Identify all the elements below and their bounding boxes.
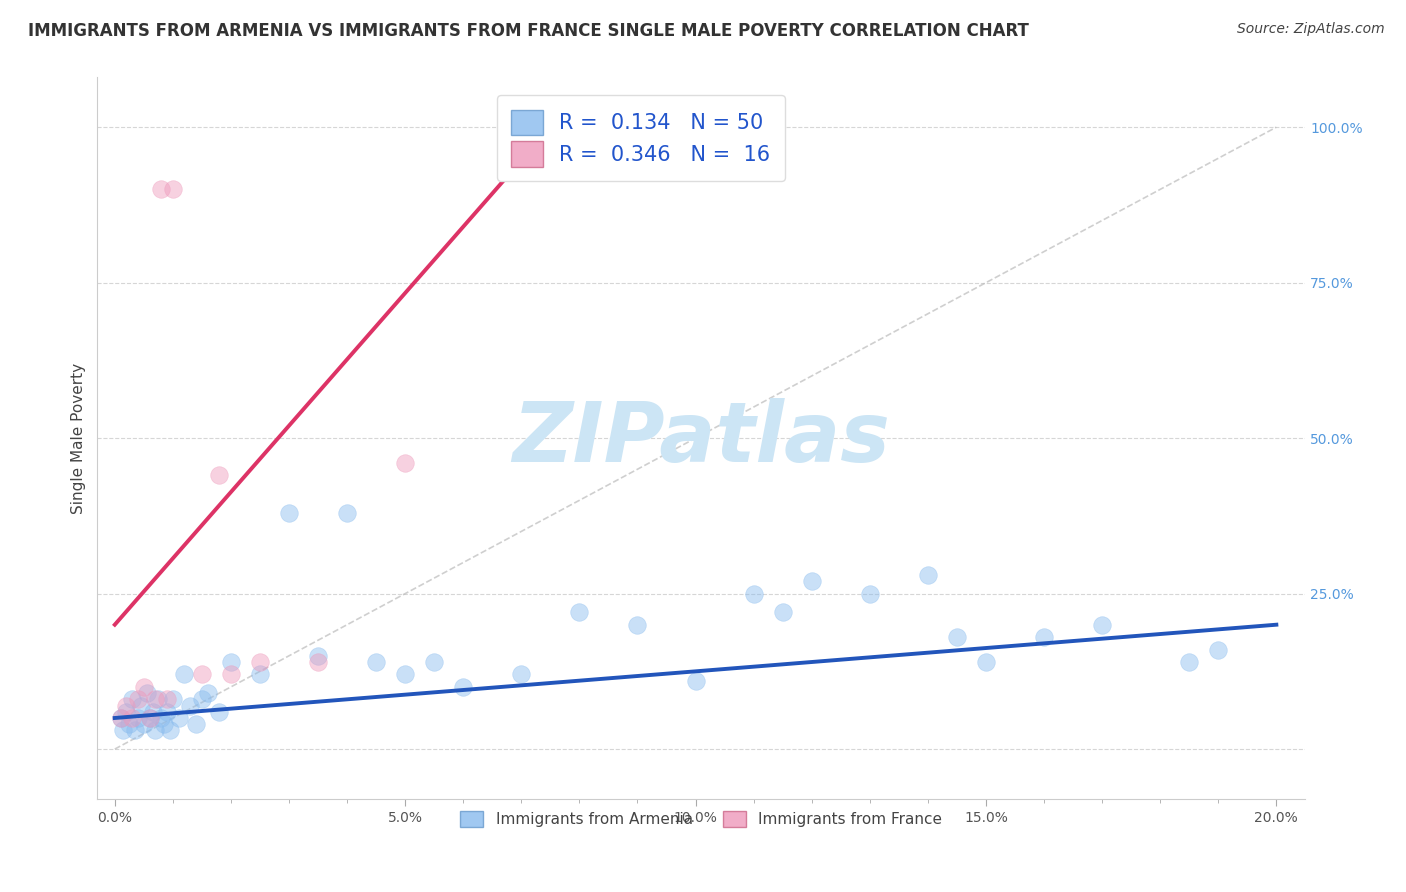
Point <box>278 506 301 520</box>
Point <box>423 655 446 669</box>
Point <box>112 723 135 738</box>
Point <box>685 673 707 688</box>
Point <box>742 586 765 600</box>
Point <box>197 686 219 700</box>
Point <box>118 717 141 731</box>
Point <box>772 605 794 619</box>
Point <box>249 655 271 669</box>
Point <box>121 692 143 706</box>
Point <box>191 692 214 706</box>
Point <box>394 456 416 470</box>
Point <box>138 711 160 725</box>
Point <box>141 705 163 719</box>
Point <box>115 698 138 713</box>
Text: IMMIGRANTS FROM ARMENIA VS IMMIGRANTS FROM FRANCE SINGLE MALE POVERTY CORRELATIO: IMMIGRANTS FROM ARMENIA VS IMMIGRANTS FR… <box>28 22 1029 40</box>
Point <box>974 655 997 669</box>
Point <box>946 630 969 644</box>
Point <box>191 667 214 681</box>
Point <box>859 586 882 600</box>
Point <box>162 692 184 706</box>
Point <box>568 605 591 619</box>
Point <box>510 667 533 681</box>
Point <box>1178 655 1201 669</box>
Point <box>800 574 823 589</box>
Point <box>145 723 167 738</box>
Point <box>249 667 271 681</box>
Point <box>208 705 231 719</box>
Point <box>173 667 195 681</box>
Point <box>132 680 155 694</box>
Point <box>1206 642 1229 657</box>
Legend: Immigrants from Armenia, Immigrants from France: Immigrants from Armenia, Immigrants from… <box>453 803 950 835</box>
Point <box>307 648 329 663</box>
Point <box>153 717 176 731</box>
Point <box>626 617 648 632</box>
Text: ZIPatlas: ZIPatlas <box>512 398 890 479</box>
Point <box>121 711 143 725</box>
Point <box>127 711 149 725</box>
Point <box>1091 617 1114 632</box>
Point <box>451 680 474 694</box>
Y-axis label: Single Male Poverty: Single Male Poverty <box>72 362 86 514</box>
Text: Source: ZipAtlas.com: Source: ZipAtlas.com <box>1237 22 1385 37</box>
Point <box>162 182 184 196</box>
Point <box>150 711 173 725</box>
Point <box>127 692 149 706</box>
Point <box>145 692 167 706</box>
Point <box>135 686 157 700</box>
Point <box>156 692 179 706</box>
Point <box>1033 630 1056 644</box>
Point <box>150 182 173 196</box>
Point <box>110 711 132 725</box>
Point <box>110 711 132 725</box>
Point <box>917 568 939 582</box>
Point <box>132 717 155 731</box>
Point <box>184 717 207 731</box>
Point <box>179 698 201 713</box>
Point <box>138 711 160 725</box>
Point <box>124 723 146 738</box>
Point <box>148 692 170 706</box>
Point <box>167 711 190 725</box>
Point <box>307 655 329 669</box>
Point <box>366 655 388 669</box>
Point <box>219 655 242 669</box>
Point <box>208 468 231 483</box>
Point <box>159 723 181 738</box>
Point <box>129 698 152 713</box>
Point <box>336 506 359 520</box>
Point <box>219 667 242 681</box>
Point <box>115 705 138 719</box>
Point <box>394 667 416 681</box>
Point <box>156 705 179 719</box>
